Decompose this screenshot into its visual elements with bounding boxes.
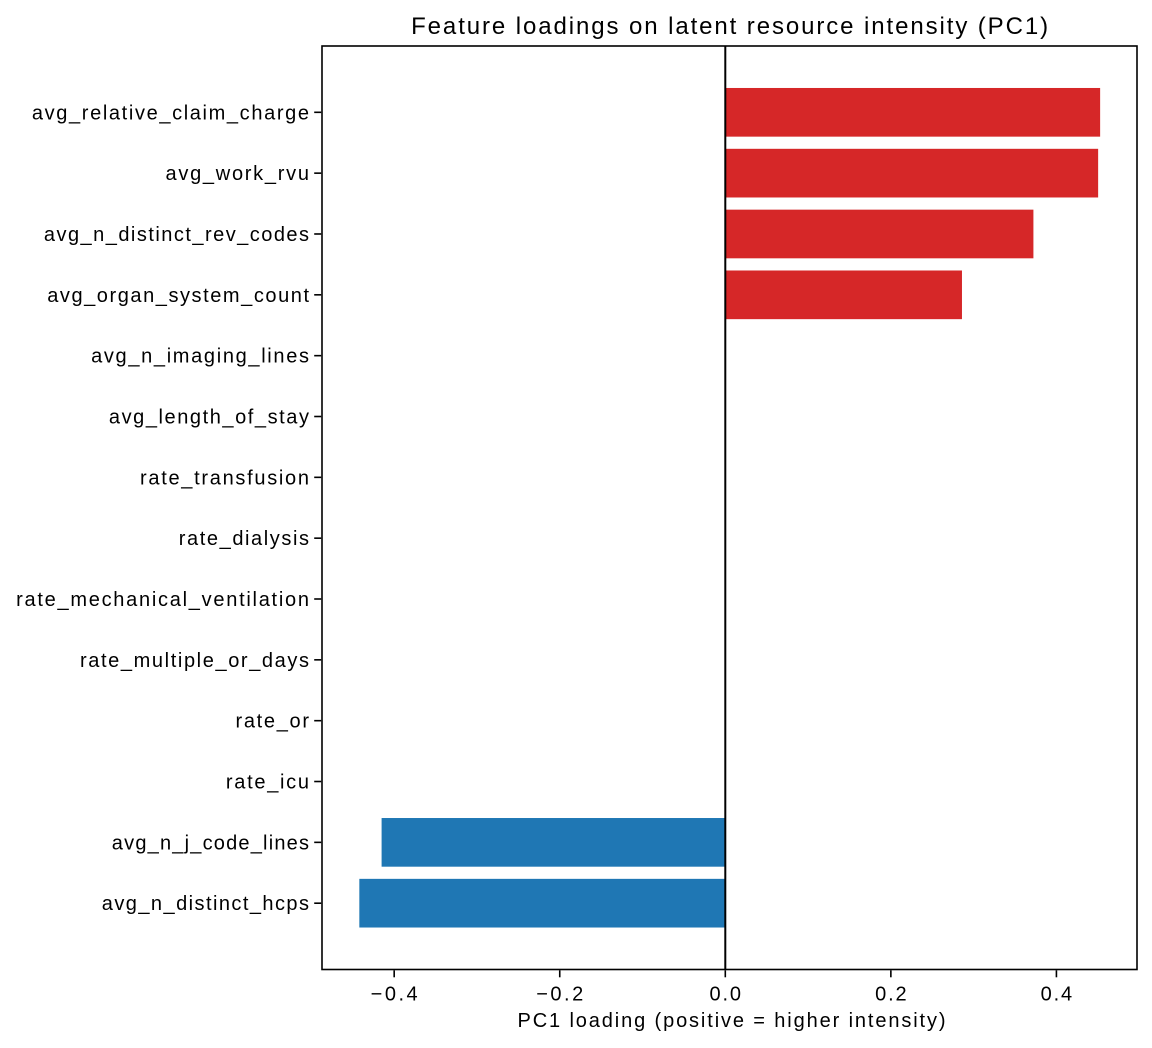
svg-text:avg_n_j_code_lines: avg_n_j_code_lines xyxy=(112,832,309,854)
svg-text:Feature loadings on latent res: Feature loadings on latent resource inte… xyxy=(411,13,1048,40)
svg-text:rate_mechanical_ventilation: rate_mechanical_ventilation xyxy=(16,589,309,611)
svg-text:0.4: 0.4 xyxy=(1041,984,1073,1006)
svg-text:0.2: 0.2 xyxy=(875,984,907,1006)
svg-text:−0.2: −0.2 xyxy=(536,984,583,1006)
svg-text:rate_multiple_or_days: rate_multiple_or_days xyxy=(80,650,309,672)
svg-text:avg_n_imaging_lines: avg_n_imaging_lines xyxy=(91,346,309,368)
svg-text:avg_n_distinct_rev_codes: avg_n_distinct_rev_codes xyxy=(44,224,309,246)
svg-text:avg_organ_system_count: avg_organ_system_count xyxy=(47,285,309,307)
svg-text:avg_work_rvu: avg_work_rvu xyxy=(166,163,310,185)
svg-text:avg_length_of_stay: avg_length_of_stay xyxy=(109,407,309,429)
svg-text:0.0: 0.0 xyxy=(710,984,742,1006)
svg-text:rate_or: rate_or xyxy=(236,711,310,733)
svg-text:rate_icu: rate_icu xyxy=(226,772,309,794)
svg-text:−0.4: −0.4 xyxy=(371,984,418,1006)
svg-text:avg_n_distinct_hcps: avg_n_distinct_hcps xyxy=(102,893,309,915)
svg-text:avg_relative_claim_charge: avg_relative_claim_charge xyxy=(32,102,309,124)
svg-text:rate_transfusion: rate_transfusion xyxy=(140,467,309,489)
